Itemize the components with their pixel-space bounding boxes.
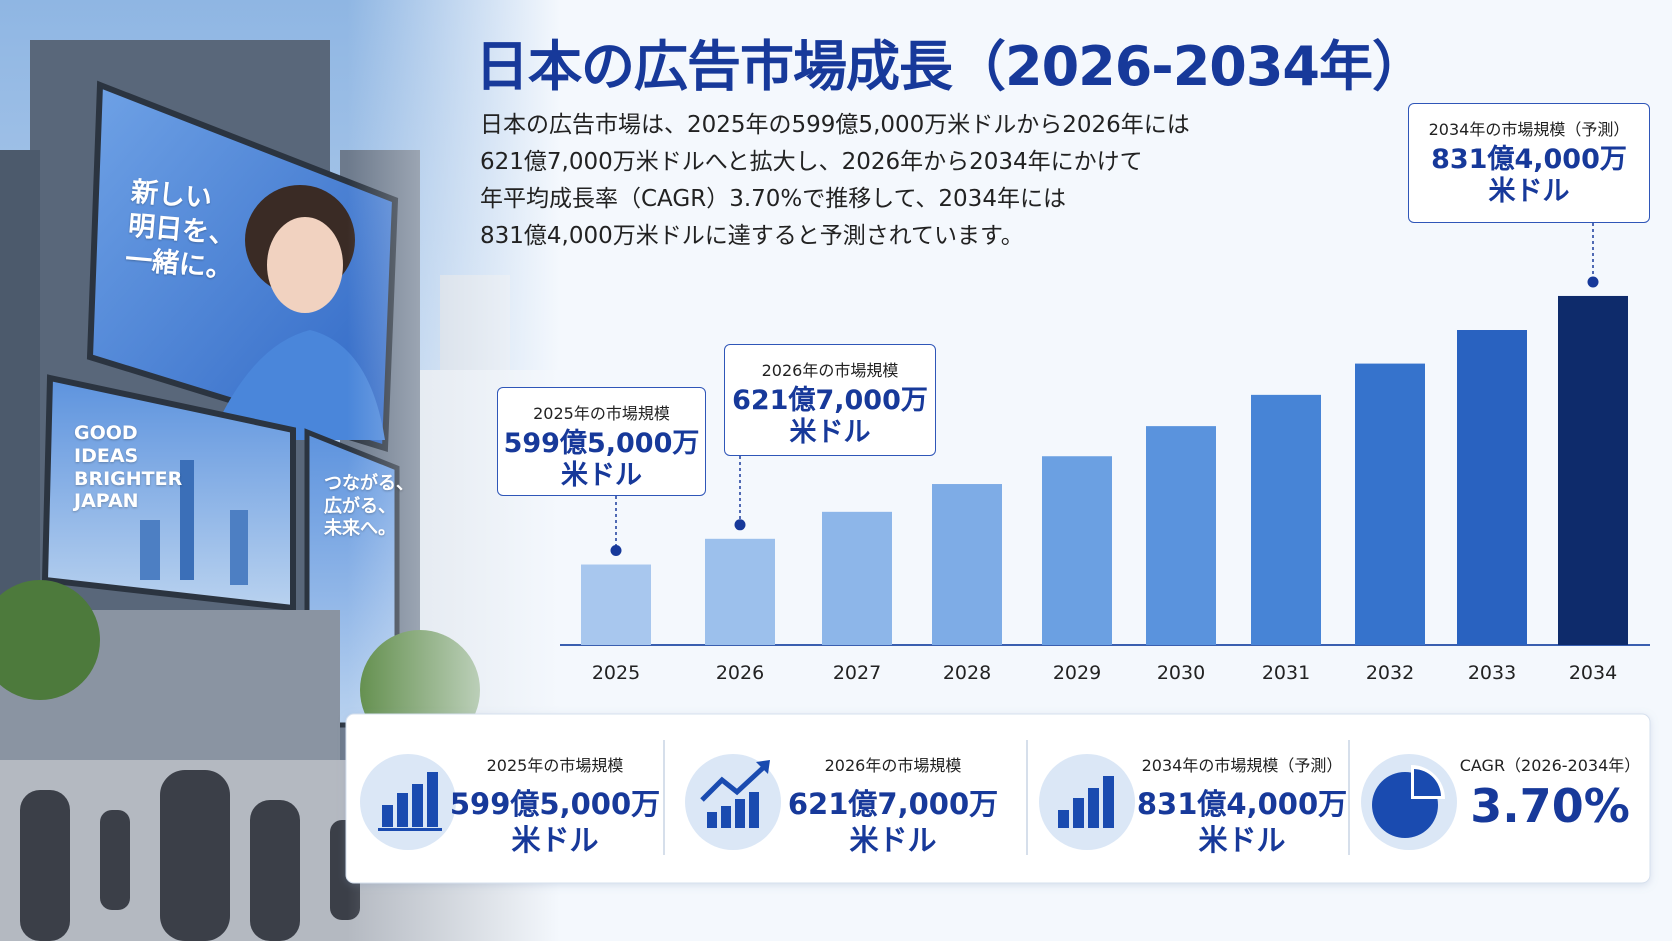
- callout: 2025年の市場規模 599億5,000万 米ドル: [497, 387, 706, 496]
- callout: 2026年の市場規模 621億7,000万 米ドル: [724, 344, 936, 456]
- bar: [581, 564, 651, 645]
- bar: [932, 484, 1002, 645]
- callout-title: 2026年の市場規模: [761, 361, 899, 380]
- bar: [705, 538, 775, 645]
- callout-dot: [734, 519, 746, 531]
- bar: [822, 511, 892, 645]
- bar: [1251, 394, 1321, 645]
- bar: [1042, 456, 1112, 645]
- stat-value: 831億4,000万 米ドル: [1136, 787, 1348, 857]
- x-tick-label: 2028: [942, 662, 992, 684]
- x-tick-label: 2029: [1052, 662, 1102, 684]
- title: 日本の広告市場成長（2026-2034年）: [475, 35, 1426, 98]
- stats-icons: [360, 754, 1457, 850]
- callout: 2034年の市場規模（予測） 831億4,000万 米ドル: [1408, 103, 1650, 223]
- stat-value: 599億5,000万 米ドル: [449, 787, 661, 857]
- callout-value: 599億5,000万 米ドル: [503, 428, 700, 491]
- callout-dot: [1587, 276, 1599, 288]
- callout-title: 2025年の市場規模: [533, 404, 670, 423]
- stat-value: 3.70%: [1470, 779, 1630, 833]
- x-tick-label: 2030: [1156, 662, 1206, 684]
- stat-card: 2034年の市場規模（予測） 831億4,000万 米ドル: [1112, 752, 1372, 858]
- stats-panel: [345, 713, 1651, 884]
- stat-card: 2026年の市場規模 621億7,000万 米ドル: [763, 752, 1023, 858]
- bar: [1146, 426, 1216, 645]
- x-tick-label: 2033: [1467, 662, 1517, 684]
- x-tick-label: 2034: [1568, 662, 1618, 684]
- bar: [1355, 363, 1425, 645]
- x-tick-label: 2027: [832, 662, 882, 684]
- stat-card: CAGR（2026-2034年） 3.70%: [1420, 752, 1672, 833]
- stat-title: CAGR（2026-2034年）: [1459, 756, 1641, 775]
- callout-value: 621億7,000万 米ドル: [732, 385, 928, 448]
- callout-value: 831億4,000万 米ドル: [1431, 144, 1627, 207]
- x-tick-label: 2025: [591, 662, 641, 684]
- callout-title: 2034年の市場規模（予測）: [1428, 120, 1630, 139]
- x-tick-label: 2026: [715, 662, 765, 684]
- stat-title: 2026年の市場規模: [824, 756, 962, 775]
- stat-value: 621億7,000万 米ドル: [787, 787, 999, 857]
- x-tick-label: 2032: [1365, 662, 1415, 684]
- stat-title: 2025年の市場規模: [486, 756, 624, 775]
- stats-dividers: [663, 740, 1350, 855]
- billboard-text: GOOD IDEAS BRIGHTER JAPAN: [74, 422, 183, 513]
- stat-title: 2034年の市場規模（予測）: [1141, 756, 1343, 775]
- bar: [1558, 295, 1628, 645]
- description: 日本の広告市場は、2025年の599億5,000万米ドルから2026年には 62…: [480, 112, 1190, 249]
- billboard-text: つながる、 広がる、 未来へ。: [324, 473, 414, 539]
- callout-dot: [610, 545, 622, 557]
- billboard-text: 新しい 明日を、 一緒に。: [123, 176, 238, 285]
- stat-card: 2025年の市場規模 599億5,000万 米ドル: [425, 752, 685, 858]
- x-tick-label: 2031: [1261, 662, 1311, 684]
- bar: [1457, 330, 1527, 645]
